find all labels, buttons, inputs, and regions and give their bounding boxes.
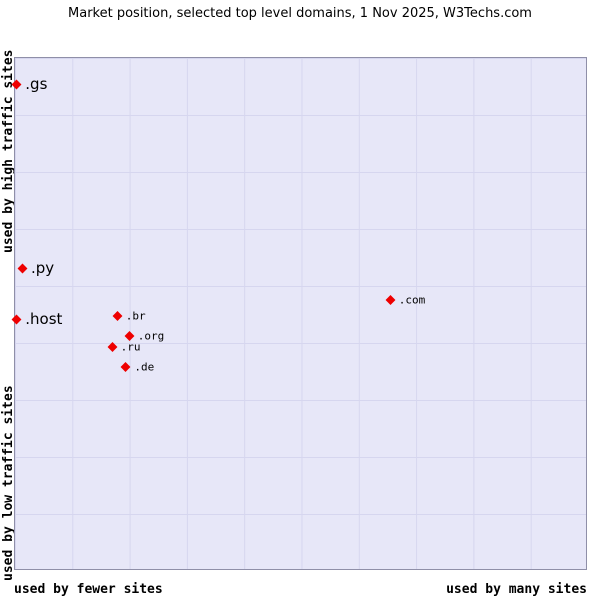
point-label: .de xyxy=(134,360,155,374)
diamond-marker-icon xyxy=(385,295,396,306)
data-point-de: .de xyxy=(120,360,155,374)
plot-area: .gs .py .host .br .org .ru .de .com xyxy=(11,57,587,570)
data-point-com: .com xyxy=(385,293,426,307)
point-label: .gs xyxy=(25,75,48,94)
diamond-marker-icon xyxy=(17,263,28,273)
diamond-marker-icon xyxy=(107,341,118,352)
diamond-marker-icon xyxy=(112,311,123,321)
data-point-ru: .ru xyxy=(107,340,141,354)
point-label: .py xyxy=(30,259,55,278)
data-point-org: .org xyxy=(124,329,165,343)
diamond-marker-icon xyxy=(120,361,131,372)
point-label: .host xyxy=(25,310,63,329)
data-point-host: .host xyxy=(11,310,63,329)
x-axis-label-left: used by fewer sites xyxy=(14,582,163,597)
point-label: .ru xyxy=(120,340,141,354)
chart-title: Market position, selected top level doma… xyxy=(68,6,532,21)
data-point-br: .br xyxy=(112,309,146,323)
point-label: .org xyxy=(137,329,165,343)
diamond-marker-icon xyxy=(11,79,22,89)
data-point-gs: .gs xyxy=(11,75,48,94)
x-axis-label-right: used by many sites xyxy=(446,582,587,597)
point-label: .com xyxy=(398,293,426,307)
point-label: .br xyxy=(125,309,146,323)
data-point-py: .py xyxy=(17,259,55,278)
diamond-marker-icon xyxy=(11,314,22,325)
